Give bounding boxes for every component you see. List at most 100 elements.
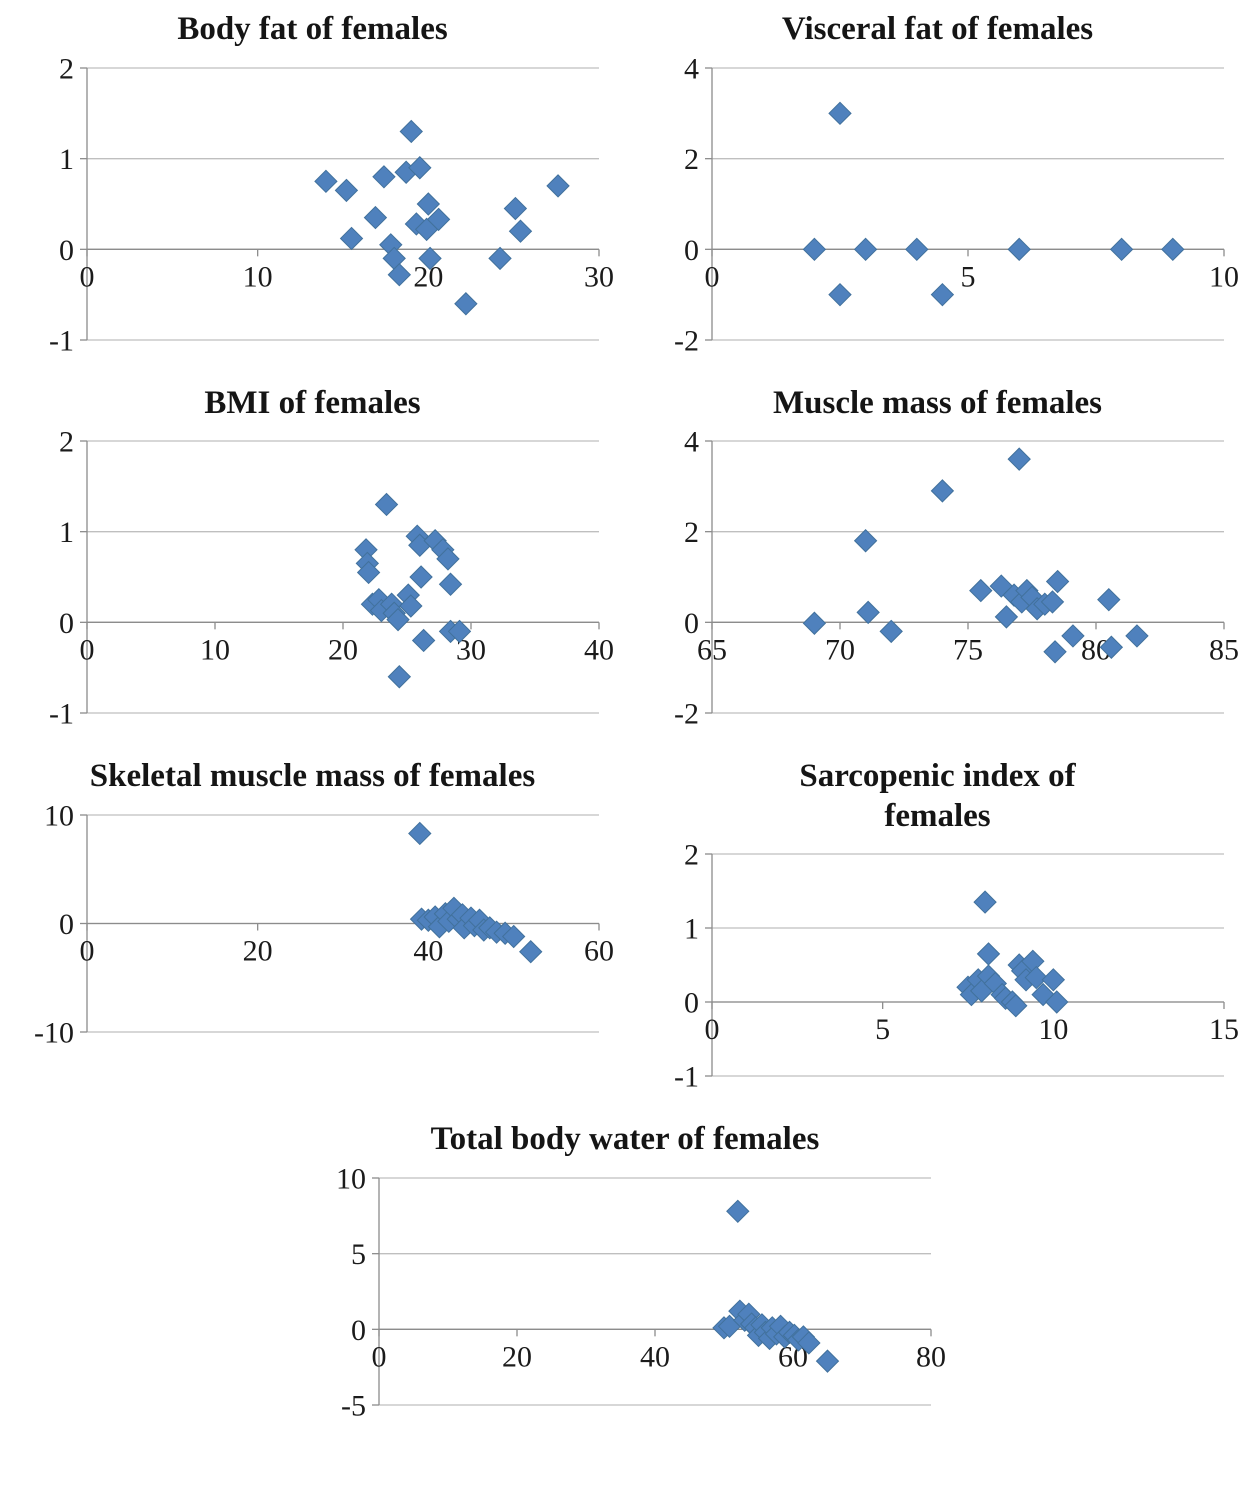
x-tick-label: 40: [584, 634, 613, 667]
chart-sarcopenic-index: Sarcopenic index of females -1 0 1 2 0 5 10 15: [625, 753, 1250, 1090]
x-tick-label: 10: [1209, 260, 1238, 293]
data-point-marker: [976, 942, 1000, 966]
data-point-marker: [334, 178, 358, 202]
chart-title-total-body-water: Total body water of females: [430, 1121, 820, 1158]
y-tick-label: -10: [34, 1016, 74, 1046]
data-point-marker: [387, 262, 411, 287]
x-tick-label: 65: [697, 634, 727, 667]
y-tick-label: 0: [59, 908, 74, 941]
data-point-marker: [1109, 237, 1133, 261]
scatter-plot-skeletal-muscle-mass: -10 0 10 0 20 40 60: [34, 801, 613, 1046]
data-point-marker: [1044, 990, 1068, 1015]
x-tick-label: 70: [825, 634, 855, 667]
data-point-marker: [313, 169, 338, 193]
chart-visceral-fat: Visceral fat of females -2 0 2 4 0 5 10: [625, 6, 1250, 354]
data-point-marker: [968, 579, 993, 603]
data-point-marker: [518, 939, 542, 964]
data-point-marker: [408, 565, 433, 589]
chart-bmi: BMI of females -1 0 1 2 0 10 20 30 40: [0, 380, 625, 728]
data-point-marker: [1042, 640, 1067, 664]
x-tick-label: 20: [328, 634, 358, 667]
x-tick-label: 0: [79, 260, 94, 293]
x-tick-label: 0: [372, 1340, 387, 1373]
y-tick-label: 2: [684, 840, 699, 872]
data-point-marker: [426, 207, 450, 231]
data-point-marker: [797, 1331, 821, 1355]
x-tick-label: 60: [584, 934, 613, 967]
x-tick-label: 0: [79, 934, 94, 967]
x-tick-label: 5: [875, 1013, 890, 1046]
y-tick-label: 0: [684, 233, 699, 266]
x-tick-label: 0: [704, 260, 719, 293]
chart-body-fat: Body fat of females -1 0 1 2 0 10 20 30: [0, 6, 625, 354]
y-tick-label: 4: [684, 54, 699, 86]
data-point-marker: [416, 191, 440, 216]
data-point-marker: [1040, 590, 1064, 614]
data-point-marker: [411, 628, 435, 653]
data-point-marker: [815, 1349, 840, 1373]
chart-title-sarcopenic-index: Sarcopenic index of females: [799, 758, 1076, 834]
y-tick-label: 10: [336, 1164, 366, 1196]
scatter-plot-visceral-fat: -2 0 2 4 0 5 10: [674, 54, 1238, 354]
data-point-marker: [994, 605, 1018, 629]
chart-title-muscle-mass: Muscle mass of females: [772, 384, 1102, 421]
data-point-marker: [447, 619, 471, 644]
data-point-marker: [1006, 237, 1031, 261]
data-point-marker: [508, 219, 532, 243]
y-tick-label: 2: [684, 143, 699, 176]
data-point-marker: [1096, 588, 1121, 612]
data-point-marker: [853, 237, 877, 261]
y-tick-label: 2: [684, 516, 699, 549]
chart-total-body-water: Total body water of females -5 0 5 10 0 20 40 6…: [0, 1116, 1250, 1419]
y-tick-label: -1: [49, 324, 74, 354]
data-point-marker: [802, 611, 826, 636]
y-tick-label: -2: [674, 324, 699, 354]
data-point-marker: [827, 282, 852, 306]
chart-title-visceral-fat: Visceral fat of females: [781, 11, 1094, 47]
data-point-marker: [339, 226, 363, 250]
y-tick-label: -5: [341, 1389, 366, 1419]
data-point-marker: [407, 155, 432, 180]
x-tick-label: 40: [640, 1340, 670, 1373]
data-point-marker: [374, 492, 398, 517]
y-tick-label: 0: [59, 233, 74, 266]
x-tick-label: 20: [242, 934, 272, 967]
y-tick-label: 0: [59, 607, 74, 640]
y-tick-label: -1: [674, 1061, 699, 1091]
x-tick-label: 80: [916, 1340, 945, 1373]
data-point-marker: [501, 924, 525, 949]
data-point-marker: [930, 479, 954, 503]
chart-title-body-fat: Body fat of females: [177, 11, 448, 47]
y-tick-label: 2: [59, 54, 74, 86]
data-point-marker: [1041, 968, 1065, 992]
data-point-marker: [878, 619, 903, 644]
x-tick-label: 10: [1038, 1013, 1068, 1046]
x-tick-label: 15: [1209, 1013, 1238, 1046]
x-tick-label: 0: [704, 1013, 719, 1046]
y-tick-label: 4: [684, 427, 699, 459]
data-point-marker: [1124, 624, 1149, 648]
data-point-marker: [356, 560, 380, 585]
data-point-marker: [387, 665, 411, 689]
data-point-marker: [453, 291, 478, 316]
data-point-marker: [385, 608, 410, 632]
data-point-marker: [827, 101, 852, 125]
data-point-marker: [802, 237, 826, 261]
data-point-marker: [399, 119, 423, 143]
data-point-marker: [371, 164, 396, 189]
data-point-marker: [930, 282, 954, 306]
y-tick-label: 0: [684, 987, 699, 1020]
y-tick-label: 5: [351, 1238, 366, 1271]
x-tick-label: 10: [242, 260, 272, 293]
y-tick-label: 2: [59, 427, 74, 459]
y-tick-label: 1: [59, 143, 74, 176]
x-tick-label: 5: [960, 260, 975, 293]
data-point-marker: [855, 600, 880, 625]
data-point-marker: [1003, 994, 1027, 1018]
y-tick-label: 0: [684, 607, 699, 640]
